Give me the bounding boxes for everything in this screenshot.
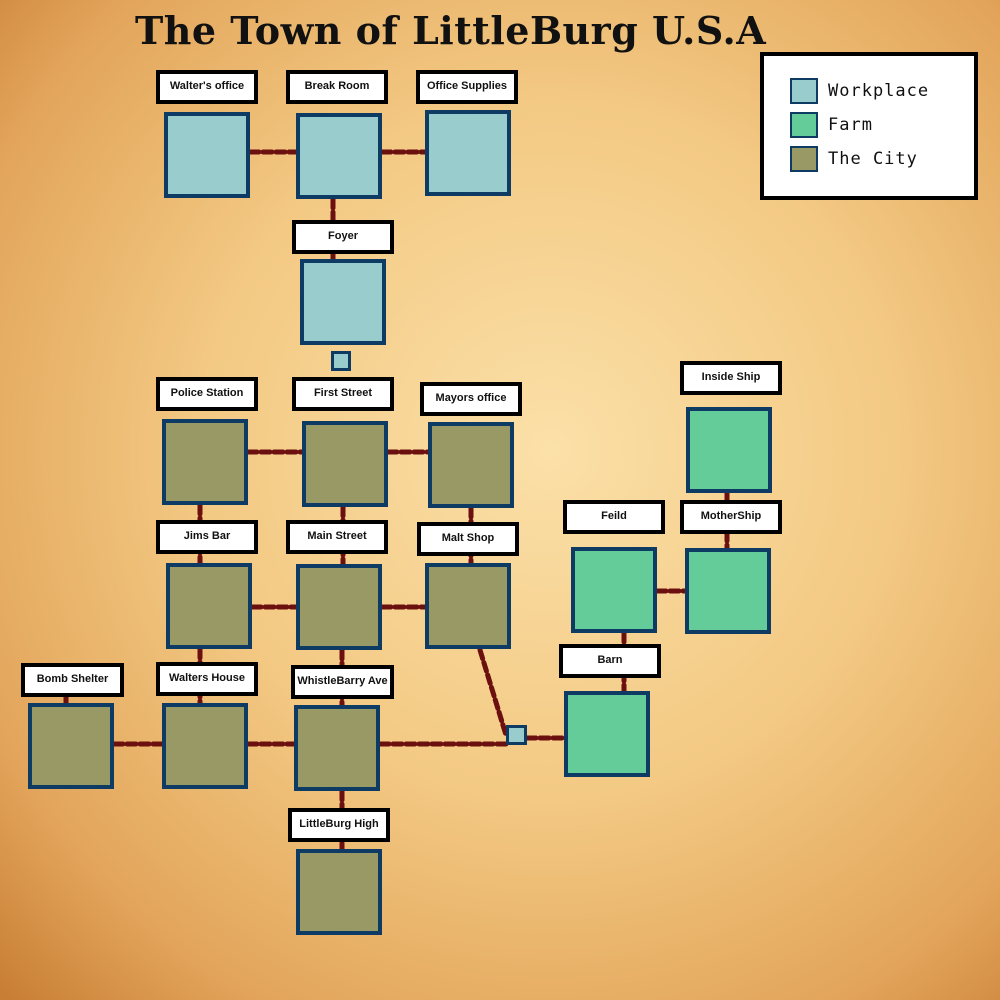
room-label-walters-office: Walter's office bbox=[156, 70, 258, 104]
room-office-supplies[interactable] bbox=[425, 110, 511, 196]
room-littleburg-high[interactable] bbox=[296, 849, 382, 935]
farm-connector[interactable] bbox=[506, 725, 527, 745]
legend-label-workplace: Workplace bbox=[828, 81, 930, 101]
room-label-feild: Feild bbox=[563, 500, 665, 534]
room-label-jims-bar: Jims Bar bbox=[156, 520, 258, 554]
room-bomb-shelter[interactable] bbox=[28, 703, 114, 789]
legend-label-farm: Farm bbox=[828, 115, 873, 135]
foyer-connector[interactable] bbox=[331, 351, 351, 371]
room-label-walters-house: Walters House bbox=[156, 662, 258, 696]
room-walters-office[interactable] bbox=[164, 112, 250, 198]
room-label-mayors-office: Mayors office bbox=[420, 382, 522, 416]
room-label-mothership: MotherShip bbox=[680, 500, 782, 534]
legend-label-city: The City bbox=[828, 149, 918, 169]
legend-swatch-workplace bbox=[790, 78, 818, 104]
room-malt-shop[interactable] bbox=[425, 563, 511, 649]
room-label-whistlebarry-ave: WhistleBarry Ave bbox=[291, 665, 394, 699]
room-label-inside-ship: Inside Ship bbox=[680, 361, 782, 395]
room-label-police-station: Police Station bbox=[156, 377, 258, 411]
room-first-street[interactable] bbox=[302, 421, 388, 507]
room-whistlebarry-ave[interactable] bbox=[294, 705, 380, 791]
legend-item-workplace: Workplace bbox=[790, 78, 970, 106]
room-mothership[interactable] bbox=[685, 548, 771, 634]
room-inside-ship[interactable] bbox=[686, 407, 772, 493]
room-label-office-supplies: Office Supplies bbox=[416, 70, 518, 104]
room-label-first-street: First Street bbox=[292, 377, 394, 411]
room-police-station[interactable] bbox=[162, 419, 248, 505]
room-jims-bar[interactable] bbox=[166, 563, 252, 649]
room-label-malt-shop: Malt Shop bbox=[417, 522, 519, 556]
room-label-barn: Barn bbox=[559, 644, 661, 678]
path-segment bbox=[477, 647, 509, 738]
room-feild[interactable] bbox=[571, 547, 657, 633]
room-walters-house[interactable] bbox=[162, 703, 248, 789]
room-label-bomb-shelter: Bomb Shelter bbox=[21, 663, 124, 697]
legend-item-farm: Farm bbox=[790, 112, 970, 140]
legend-swatch-farm bbox=[790, 112, 818, 138]
room-main-street[interactable] bbox=[296, 564, 382, 650]
legend-item-city: The City bbox=[790, 146, 970, 174]
map-title: The Town of LittleBurg U.S.A bbox=[135, 8, 767, 53]
room-label-main-street: Main Street bbox=[286, 520, 388, 554]
legend-swatch-city bbox=[790, 146, 818, 172]
legend: Workplace Farm The City bbox=[760, 52, 978, 200]
room-break-room[interactable] bbox=[296, 113, 382, 199]
room-barn[interactable] bbox=[564, 691, 650, 777]
room-label-littleburg-high: LittleBurg High bbox=[288, 808, 390, 842]
room-label-break-room: Break Room bbox=[286, 70, 388, 104]
room-mayors-office[interactable] bbox=[428, 422, 514, 508]
room-foyer[interactable] bbox=[300, 259, 386, 345]
room-label-foyer: Foyer bbox=[292, 220, 394, 254]
